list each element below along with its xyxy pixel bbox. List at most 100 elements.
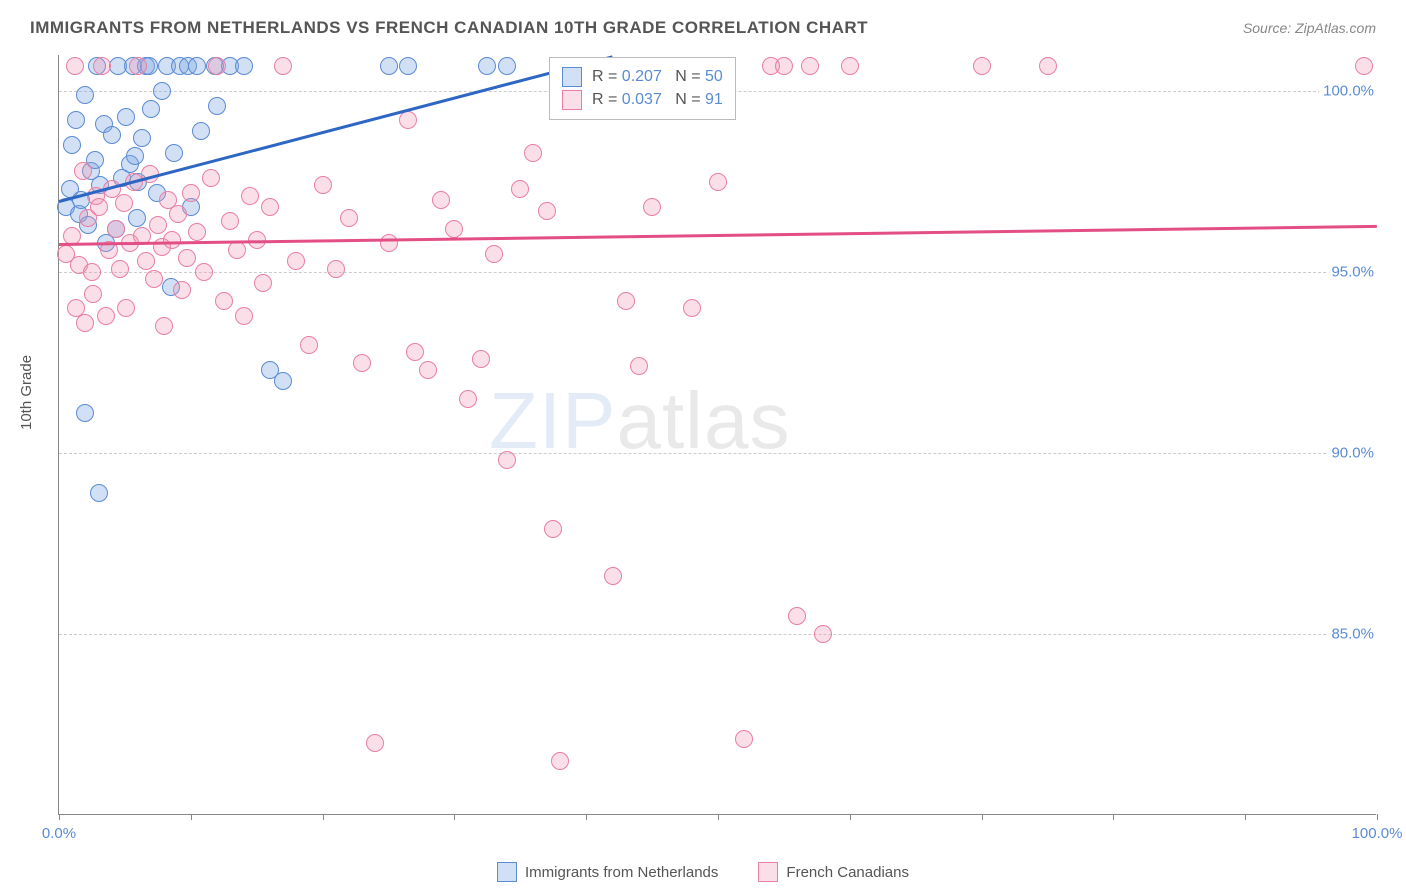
data-point bbox=[208, 97, 226, 115]
x-tick bbox=[982, 814, 983, 820]
data-point bbox=[498, 451, 516, 469]
y-tick-label: 85.0% bbox=[1327, 626, 1378, 643]
data-point bbox=[111, 260, 129, 278]
data-point bbox=[215, 292, 233, 310]
x-tick bbox=[59, 814, 60, 820]
data-point bbox=[801, 57, 819, 75]
x-tick bbox=[454, 814, 455, 820]
legend-stats-box: R = 0.207 N = 50 R = 0.037 N = 91 bbox=[549, 57, 736, 120]
data-point bbox=[107, 220, 125, 238]
data-point bbox=[169, 205, 187, 223]
x-tick bbox=[323, 814, 324, 820]
legend-swatch bbox=[562, 67, 582, 87]
x-tick bbox=[586, 814, 587, 820]
data-point bbox=[366, 734, 384, 752]
data-point bbox=[254, 274, 272, 292]
data-point bbox=[137, 252, 155, 270]
gridline bbox=[59, 634, 1376, 635]
data-point bbox=[709, 173, 727, 191]
data-point bbox=[63, 136, 81, 154]
data-point bbox=[188, 223, 206, 241]
data-point bbox=[133, 129, 151, 147]
data-point bbox=[165, 144, 183, 162]
data-point bbox=[97, 307, 115, 325]
data-point bbox=[1039, 57, 1057, 75]
chart-title: IMMIGRANTS FROM NETHERLANDS VS FRENCH CA… bbox=[30, 18, 868, 38]
data-point bbox=[93, 57, 111, 75]
data-point bbox=[90, 198, 108, 216]
data-point bbox=[235, 57, 253, 75]
legend-stats-row: R = 0.037 N = 91 bbox=[562, 90, 723, 110]
data-point bbox=[472, 350, 490, 368]
data-point bbox=[300, 336, 318, 354]
data-point bbox=[221, 212, 239, 230]
legend-label-1: Immigrants from Netherlands bbox=[525, 864, 718, 881]
data-point bbox=[149, 216, 167, 234]
data-point bbox=[67, 111, 85, 129]
data-point bbox=[173, 281, 191, 299]
legend-stats-text: R = 0.037 N = 91 bbox=[592, 91, 723, 109]
data-point bbox=[380, 234, 398, 252]
data-point bbox=[235, 307, 253, 325]
x-tick-label-left: 0.0% bbox=[42, 825, 76, 842]
data-point bbox=[735, 730, 753, 748]
data-point bbox=[511, 180, 529, 198]
legend-item-2: French Canadians bbox=[758, 862, 909, 882]
source-label: Source: ZipAtlas.com bbox=[1243, 20, 1376, 36]
data-point bbox=[538, 202, 556, 220]
y-tick-label: 90.0% bbox=[1327, 445, 1378, 462]
data-point bbox=[163, 231, 181, 249]
data-point bbox=[117, 108, 135, 126]
data-point bbox=[145, 270, 163, 288]
data-point bbox=[841, 57, 859, 75]
data-point bbox=[126, 147, 144, 165]
data-point bbox=[287, 252, 305, 270]
data-point bbox=[274, 372, 292, 390]
legend-label-2: French Canadians bbox=[786, 864, 909, 881]
data-point bbox=[478, 57, 496, 75]
data-point bbox=[814, 625, 832, 643]
data-point bbox=[380, 57, 398, 75]
x-tick bbox=[1245, 814, 1246, 820]
legend-stats-text: R = 0.207 N = 50 bbox=[592, 68, 723, 86]
data-point bbox=[84, 285, 102, 303]
data-point bbox=[551, 752, 569, 770]
data-point bbox=[67, 299, 85, 317]
y-axis-title: 10th Grade bbox=[18, 355, 35, 430]
data-point bbox=[178, 249, 196, 267]
legend-swatch-2 bbox=[758, 862, 778, 882]
data-point bbox=[353, 354, 371, 372]
data-point bbox=[788, 607, 806, 625]
data-point bbox=[524, 144, 542, 162]
x-tick bbox=[718, 814, 719, 820]
watermark-atlas: atlas bbox=[616, 376, 790, 465]
data-point bbox=[155, 317, 173, 335]
data-point bbox=[103, 126, 121, 144]
x-tick bbox=[850, 814, 851, 820]
data-point bbox=[195, 263, 213, 281]
y-tick-label: 100.0% bbox=[1319, 83, 1378, 100]
data-point bbox=[340, 209, 358, 227]
data-point bbox=[188, 57, 206, 75]
data-point bbox=[973, 57, 991, 75]
data-point bbox=[1355, 57, 1373, 75]
x-tick bbox=[1113, 814, 1114, 820]
data-point bbox=[76, 86, 94, 104]
legend-bottom: Immigrants from Netherlands French Canad… bbox=[0, 862, 1406, 882]
data-point bbox=[485, 245, 503, 263]
data-point bbox=[182, 184, 200, 202]
data-point bbox=[202, 169, 220, 187]
data-point bbox=[498, 57, 516, 75]
data-point bbox=[406, 343, 424, 361]
data-point bbox=[142, 100, 160, 118]
data-point bbox=[153, 82, 171, 100]
gridline bbox=[59, 272, 1376, 273]
data-point bbox=[617, 292, 635, 310]
data-point bbox=[775, 57, 793, 75]
data-point bbox=[117, 299, 135, 317]
x-tick-label-right: 100.0% bbox=[1352, 825, 1403, 842]
x-tick bbox=[191, 814, 192, 820]
data-point bbox=[445, 220, 463, 238]
legend-swatch-1 bbox=[497, 862, 517, 882]
data-point bbox=[643, 198, 661, 216]
